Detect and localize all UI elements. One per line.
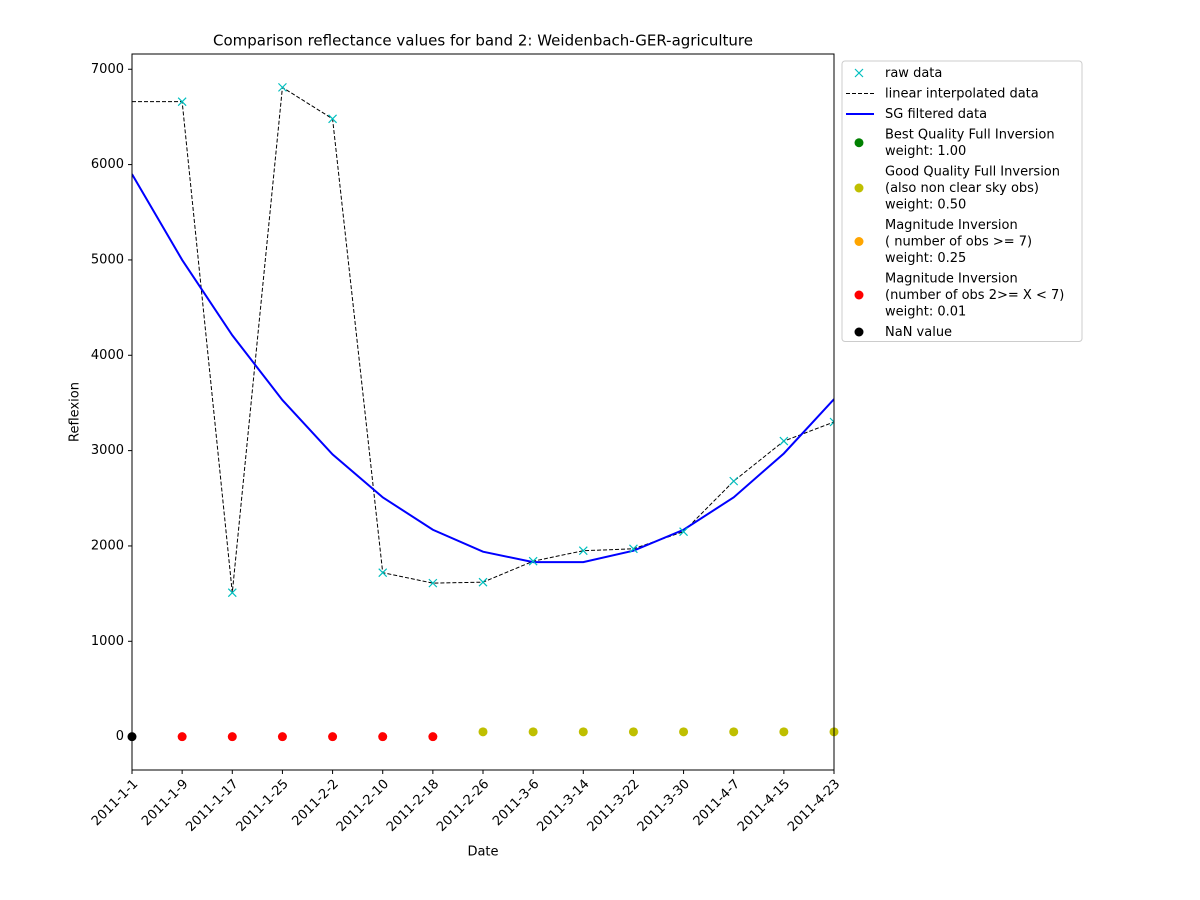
dot-marker — [478, 727, 488, 737]
legend-marker — [854, 290, 864, 300]
legend-label: linear interpolated data — [885, 86, 1039, 101]
x-marker — [629, 544, 638, 554]
x-marker — [227, 588, 237, 598]
x-tick-label: 2011-2-10 — [334, 777, 392, 835]
legend-marker — [854, 327, 864, 337]
y-tick-label: 6000 — [91, 157, 124, 172]
x-tick-label: 2011-3-30 — [635, 777, 693, 835]
x-tick-label: 2011-3-14 — [534, 777, 592, 835]
x-marker — [679, 527, 688, 537]
x-tick-label: 2011-1-25 — [234, 777, 292, 835]
y-tick-label: 2000 — [91, 538, 124, 553]
legend-label: Magnitude Inversion (number of obs 2>= X … — [885, 271, 1064, 319]
legend-marker — [854, 68, 864, 78]
y-tick-label: 5000 — [91, 252, 124, 267]
x-tick-label: 2011-1-9 — [139, 777, 191, 829]
x-marker — [478, 577, 488, 587]
legend-marker — [854, 138, 864, 148]
dot-marker — [328, 732, 338, 742]
x-marker — [528, 556, 538, 566]
x-tick-label: 2011-2-26 — [434, 777, 492, 835]
series-line — [132, 86, 834, 593]
legend-box — [841, 60, 1083, 342]
x-tick-label: 2011-3-6 — [490, 777, 542, 829]
dot-marker — [428, 732, 438, 742]
dot-marker — [227, 732, 237, 742]
x-tick-label: 2011-4-15 — [735, 777, 793, 835]
series-line — [132, 173, 834, 564]
dot-marker — [578, 727, 588, 737]
x-marker — [829, 417, 834, 427]
x-axis-label: Date — [467, 845, 498, 860]
x-marker — [278, 82, 287, 92]
dot-marker — [277, 732, 287, 742]
legend-label: Best Quality Full Inversion weight: 1.00 — [885, 127, 1055, 159]
y-tick-label: 4000 — [91, 348, 124, 363]
x-marker — [729, 476, 739, 486]
y-axis-label: Reflexion — [68, 382, 83, 442]
legend-label: NaN value — [885, 325, 952, 340]
x-marker — [328, 114, 337, 124]
dot-marker — [628, 727, 638, 737]
legend-marker — [854, 183, 864, 193]
dot-marker — [729, 727, 739, 737]
dot-marker — [378, 732, 388, 742]
x-marker — [428, 578, 438, 588]
legend: raw data linear interpolated data SG filte… — [841, 60, 1083, 342]
dot-marker — [177, 732, 187, 742]
x-tick-label: 2011-2-18 — [384, 777, 442, 835]
x-marker — [578, 546, 588, 556]
x-marker — [779, 436, 789, 446]
x-tick-label: 2011-4-23 — [785, 777, 843, 835]
x-tick-label: 2011-1-17 — [183, 777, 241, 835]
y-tick-label: 3000 — [91, 443, 124, 458]
chart-title: Comparison reflectance values for band 2… — [213, 32, 753, 50]
dot-marker — [528, 727, 538, 737]
plot-area — [132, 82, 834, 598]
x-marker — [177, 97, 187, 107]
dot-marker — [679, 727, 689, 737]
plot-frame — [131, 53, 835, 771]
dot-marker — [779, 727, 789, 737]
x-marker — [378, 568, 388, 578]
x-tick-label: 2011-4-7 — [691, 777, 743, 829]
x-tick-label: 2011-2-2 — [290, 777, 342, 829]
legend-marker — [854, 237, 864, 246]
y-tick-label: 7000 — [91, 62, 124, 77]
x-tick-label: 2011-1-1 — [89, 777, 141, 829]
x-tick-label: 2011-3-22 — [585, 777, 643, 835]
legend-label: Good Quality Full Inversion (also non cle… — [885, 164, 1060, 212]
legend-label: Magnitude Inversion( number of obs >= 7)… — [885, 218, 1032, 266]
legend-label: SG filtered data — [885, 107, 987, 122]
y-tick-label: 0 — [116, 729, 124, 744]
legend-label: raw data — [885, 66, 942, 81]
y-tick-label: 1000 — [91, 634, 124, 649]
